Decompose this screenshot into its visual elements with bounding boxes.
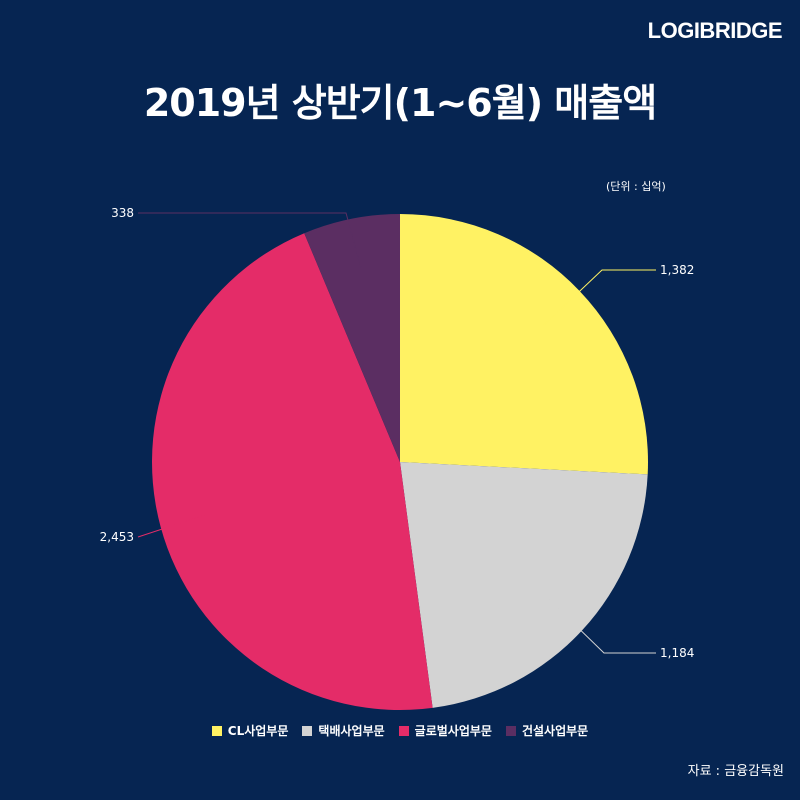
leader-line	[545, 596, 656, 654]
chart-title: 2019년 상반기(1~6월) 매출액	[143, 81, 657, 125]
data-label: 2,453	[100, 530, 134, 544]
leader-line	[137, 513, 209, 538]
pie-slice	[400, 214, 648, 475]
legend-swatch	[211, 725, 222, 736]
leader-line	[543, 269, 656, 326]
pie-slice	[304, 214, 400, 462]
legend-item-construction: 건설사업부문	[505, 722, 589, 739]
legend-label: 건설사업부문	[521, 724, 589, 738]
legend-item-cl: CL사업부문	[211, 722, 289, 739]
legend-label: CL사업부문	[227, 724, 289, 738]
legend-swatch	[505, 725, 516, 736]
source-note: 자료 : 금융감독원	[687, 764, 784, 779]
data-label: 1,184	[660, 646, 694, 660]
brand-logo: LOGIBRIDGE	[647, 18, 783, 43]
legend-item-global: 글로벌사업부문	[398, 722, 492, 739]
legend-swatch	[302, 725, 313, 736]
leader-line	[138, 212, 362, 268]
data-label: 338	[111, 206, 134, 220]
pie-slice	[152, 233, 433, 710]
data-label: 1,382	[660, 263, 694, 277]
legend-item-parcel: 택배사업부문	[302, 722, 385, 739]
legend-swatch	[398, 725, 409, 736]
legend-label: 택배사업부문	[318, 724, 385, 738]
legend-label: 글로벌사업부문	[414, 724, 492, 738]
pie-slice	[400, 462, 648, 708]
unit-note: (단위 : 십억)	[606, 180, 666, 193]
chart-legend: CL사업부문 택배사업부문 글로벌사업부문 건설사업부문	[0, 722, 800, 739]
